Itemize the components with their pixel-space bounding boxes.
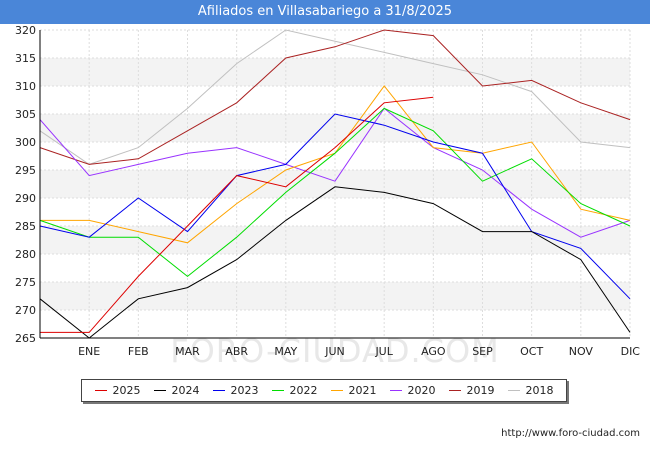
series-line-2019 <box>39 29 631 165</box>
legend-swatch <box>153 390 166 391</box>
series-line-2025 <box>40 96 434 333</box>
y-tick-label: 315 <box>15 52 36 65</box>
series-lines <box>39 29 631 339</box>
x-tick-label: MAY <box>274 345 297 358</box>
x-tick-label: JUN <box>324 345 345 358</box>
legend-swatch <box>94 390 107 391</box>
y-tick-label: 265 <box>15 332 36 345</box>
series-line-2024 <box>39 186 631 339</box>
x-tick-label: AGO <box>421 345 446 358</box>
legend-label: 2019 <box>466 384 495 397</box>
legend: 2025 2024 2023 2022 2021 2020 2019 2018 <box>81 379 567 402</box>
legend-swatch <box>389 390 402 391</box>
x-tick-label: ENE <box>78 345 100 358</box>
legend-item-2022: 2022 <box>271 384 318 397</box>
legend-label: 2024 <box>171 384 200 397</box>
y-tick-label: 280 <box>15 248 36 261</box>
legend-label: 2022 <box>289 384 318 397</box>
y-tick-label: 300 <box>15 136 36 149</box>
x-tick-label: FEB <box>128 345 149 358</box>
y-tick-label: 275 <box>15 276 36 289</box>
x-tick-label: DIC <box>621 345 641 358</box>
x-axis-ticks: ENE FEB MAR ABR MAY JUN JUL AGO SEP OCT NOV DIC <box>78 345 640 358</box>
y-axis-ticks: 265 270 275 280 285 290 295 300 305 310 315 320 <box>15 24 36 345</box>
legend-swatch <box>507 390 520 391</box>
legend-item-2024: 2024 <box>153 384 200 397</box>
axes <box>39 30 630 339</box>
chart-title: Afiliados en Villasabariego a 31/8/2025 <box>0 0 650 24</box>
y-tick-label: 295 <box>15 164 36 177</box>
legend-label: 2020 <box>407 384 436 397</box>
series-line-2020 <box>39 107 631 238</box>
legend-item-2021: 2021 <box>330 384 377 397</box>
legend-label: 2023 <box>230 384 259 397</box>
legend-swatch <box>330 390 343 391</box>
series-line-2018 <box>39 29 631 165</box>
legend-swatch <box>212 390 225 391</box>
x-tick-label: NOV <box>569 345 594 358</box>
legend-item-2025: 2025 <box>94 384 141 397</box>
legend-label: 2021 <box>348 384 377 397</box>
x-tick-label: JUL <box>374 345 393 358</box>
y-tick-label: 320 <box>15 24 36 37</box>
grid-lines <box>40 29 631 339</box>
y-tick-label: 290 <box>15 192 36 205</box>
y-tick-label: 285 <box>15 220 36 233</box>
x-tick-label: ABR <box>225 345 248 358</box>
legend-item-2019: 2019 <box>448 384 495 397</box>
legend-swatch <box>271 390 284 391</box>
source-credit: http://www.foro-ciudad.com <box>501 428 640 439</box>
y-tick-label: 270 <box>15 304 36 317</box>
legend-item-2018: 2018 <box>507 384 554 397</box>
legend-swatch <box>448 390 461 391</box>
x-tick-label: OCT <box>520 345 543 358</box>
legend-item-2020: 2020 <box>389 384 436 397</box>
legend-label: 2018 <box>525 384 554 397</box>
legend-item-2023: 2023 <box>212 384 259 397</box>
series-line-2022 <box>39 107 631 278</box>
y-tick-label: 305 <box>15 108 36 121</box>
x-tick-label: SEP <box>472 345 493 358</box>
x-tick-label: MAR <box>175 345 200 358</box>
legend-label: 2025 <box>112 384 141 397</box>
y-tick-label: 310 <box>15 80 36 93</box>
